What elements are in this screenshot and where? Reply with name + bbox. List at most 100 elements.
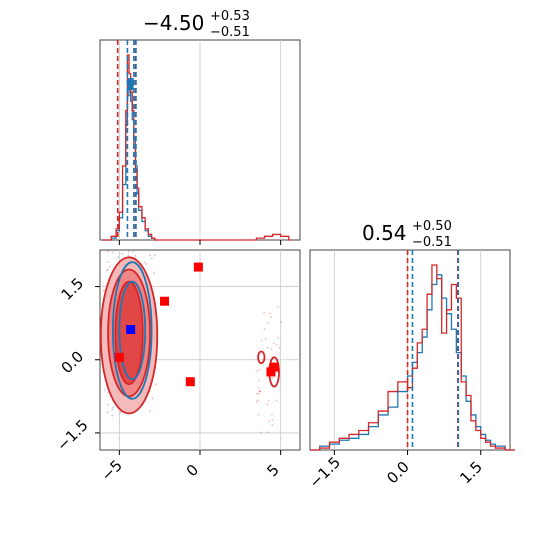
tick-label-y: 0.0 xyxy=(58,347,88,377)
sample-point xyxy=(149,254,152,257)
histogram-series-0 xyxy=(103,87,159,241)
sample-point xyxy=(256,392,258,395)
tick-label-x: −5 xyxy=(98,456,126,484)
title-marginal-x: −4.50 +0.53 −0.51 xyxy=(143,9,250,40)
sample-point xyxy=(108,265,111,268)
density-contour xyxy=(118,280,147,381)
title-marginal-x-sub: −0.51 xyxy=(210,25,250,40)
sample-point xyxy=(255,400,258,403)
sample-point xyxy=(263,311,266,314)
sample-point xyxy=(107,391,109,394)
sample-point xyxy=(153,254,156,256)
sample-point xyxy=(269,312,271,315)
tick-label-x: 5 xyxy=(263,461,282,480)
sample-point xyxy=(258,379,260,382)
sample-point xyxy=(102,289,105,292)
tick-label-x: 1.5 xyxy=(456,458,486,488)
sample-point xyxy=(111,408,114,411)
sample-point xyxy=(121,252,124,255)
sample-point xyxy=(266,346,269,349)
sample-point xyxy=(267,431,270,434)
sample-point xyxy=(111,406,114,409)
title-marginal-x-sup: +0.53 xyxy=(210,9,250,24)
sample-point xyxy=(280,321,283,323)
sample-point xyxy=(106,261,109,264)
sample-point xyxy=(270,413,273,416)
data-layer xyxy=(99,40,515,451)
sample-point xyxy=(111,414,114,417)
sample-point xyxy=(119,411,122,414)
sample-point xyxy=(260,339,263,342)
sample-point xyxy=(278,346,281,349)
sample-point xyxy=(257,399,259,402)
sample-point xyxy=(271,424,274,426)
sample-point xyxy=(257,413,260,416)
tick-label-x: 0 xyxy=(183,461,202,480)
sample-point xyxy=(277,305,280,308)
sample-point xyxy=(145,263,148,266)
sample-point xyxy=(275,399,278,402)
sample-point xyxy=(151,397,154,400)
sample-point xyxy=(255,370,258,373)
tick-label-x: 0.0 xyxy=(383,458,413,488)
point-marker xyxy=(185,377,195,387)
tick-label-y: 1.5 xyxy=(58,274,88,304)
point-marker xyxy=(266,367,276,377)
tick-label-x: −1.5 xyxy=(306,453,344,491)
title-marginal-y: 0.54 +0.50 −0.51 xyxy=(362,219,452,250)
sample-point xyxy=(154,383,157,386)
sample-point xyxy=(270,316,273,318)
sample-point xyxy=(106,268,109,271)
sample-point xyxy=(267,400,270,402)
sample-point xyxy=(127,254,130,257)
sample-point xyxy=(127,250,130,253)
sample-point xyxy=(143,261,146,264)
point-marker xyxy=(126,325,136,335)
sample-point xyxy=(106,269,109,271)
sample-point xyxy=(275,344,278,346)
histogram-series-1 xyxy=(103,54,292,241)
sample-point xyxy=(116,256,119,259)
title-marginal-x-main: −4.50 xyxy=(143,11,204,35)
title-marginal-y-sup: +0.50 xyxy=(412,219,452,234)
truth-marker xyxy=(127,78,134,90)
sample-point xyxy=(270,348,273,351)
histogram-series-1 xyxy=(310,264,515,451)
tick-label-y: −1.5 xyxy=(53,416,91,454)
sample-point xyxy=(107,250,110,253)
sample-point xyxy=(266,403,269,406)
sample-point xyxy=(263,328,266,331)
sample-point xyxy=(271,377,274,380)
point-marker xyxy=(160,296,170,306)
density-contour xyxy=(112,261,153,400)
sample-point xyxy=(264,338,267,340)
sample-point xyxy=(257,393,260,396)
sample-point xyxy=(259,431,262,434)
point-marker xyxy=(269,362,279,372)
panel-marginal-y-frame xyxy=(309,249,511,451)
sample-point xyxy=(106,411,109,414)
sample-point xyxy=(106,403,109,406)
sample-point xyxy=(273,342,275,345)
sample-point xyxy=(271,419,274,422)
title-marginal-y-sub: −0.51 xyxy=(412,235,452,250)
sample-point xyxy=(148,410,151,412)
sample-point xyxy=(103,389,106,392)
point-marker xyxy=(193,262,203,272)
sample-point xyxy=(153,272,155,275)
sample-point xyxy=(134,254,137,257)
sample-point xyxy=(277,336,280,339)
sample-point xyxy=(257,387,260,390)
point-marker xyxy=(114,352,124,362)
title-marginal-y-main: 0.54 xyxy=(362,221,407,245)
sample-point xyxy=(132,250,135,253)
sample-point xyxy=(258,390,261,393)
density-contour xyxy=(257,350,266,365)
sample-point xyxy=(258,369,261,371)
sample-point xyxy=(259,390,262,393)
sample-point xyxy=(111,251,114,254)
sample-point xyxy=(267,322,270,325)
sample-point xyxy=(258,390,261,393)
